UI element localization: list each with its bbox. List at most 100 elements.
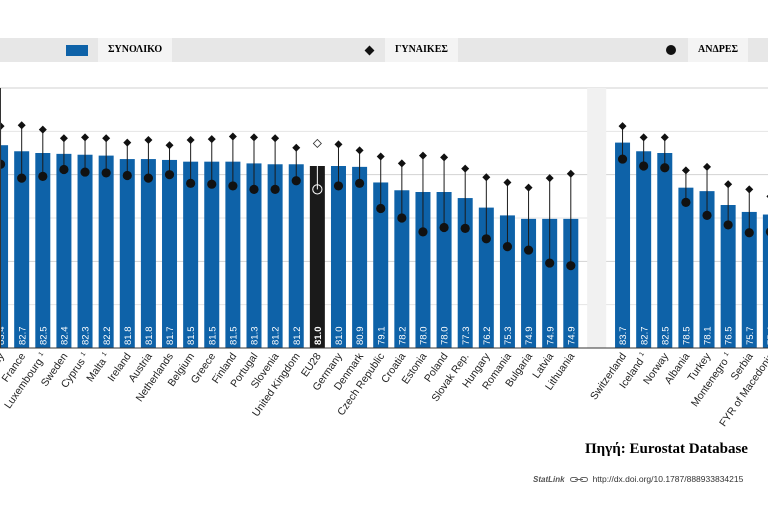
data-label: 81.2 [292, 327, 303, 346]
legend-bar-swatch [66, 44, 88, 56]
bar-total [0, 145, 9, 348]
marker-men [418, 227, 428, 237]
statlink[interactable]: StatLink http://dx.doi.org/10.1787/88893… [533, 474, 743, 484]
marker-men [481, 234, 491, 244]
marker-men [744, 228, 754, 238]
marker-men [397, 213, 407, 223]
marker-men [207, 179, 217, 189]
marker-men [164, 170, 175, 180]
marker-men [376, 203, 386, 214]
data-label: 78.1 [703, 327, 714, 346]
marker-women [376, 152, 385, 161]
data-label: 82.4 [60, 327, 71, 346]
data-label: 82.2 [102, 327, 113, 346]
bar-total [678, 187, 694, 348]
bar-total [352, 166, 368, 348]
marker-men [122, 170, 132, 181]
data-label: 74.9 [524, 327, 535, 346]
marker-women [123, 138, 132, 147]
statlink-icon [569, 476, 588, 482]
data-label: 81.0 [334, 327, 345, 346]
group-separator [587, 88, 607, 348]
legend-men-label: ΑΝΔΡΕΣ [688, 38, 749, 62]
bar-total [246, 163, 262, 348]
marker-women [292, 143, 301, 152]
marker-men [566, 261, 576, 271]
bar-total [14, 151, 30, 348]
marker-women [618, 122, 627, 131]
data-label: 79.1 [376, 327, 387, 346]
bar-total [615, 142, 631, 348]
marker-women [228, 132, 237, 141]
marker-men [355, 178, 365, 188]
statlink-label: StatLink [533, 474, 565, 484]
data-label: 77.3 [461, 327, 472, 346]
marker-men [143, 173, 153, 183]
marker-men [617, 154, 628, 164]
data-label: 81.2 [271, 327, 282, 346]
marker-women [144, 136, 153, 144]
marker-women [38, 125, 47, 134]
category-label: Italy [0, 350, 7, 373]
marker-women [545, 174, 554, 183]
bar-total [373, 182, 389, 348]
marker-women [207, 135, 216, 144]
legend-diamond-marker [364, 45, 375, 55]
bar-total [267, 164, 283, 348]
statlink-url[interactable]: http://dx.doi.org/10.1787/888933834215 [592, 474, 744, 484]
marker-men [545, 258, 555, 268]
bar-total [225, 161, 241, 348]
marker-men [333, 181, 344, 191]
data-label: 82.7 [17, 327, 28, 346]
bar-total [542, 218, 558, 348]
marker-women [271, 134, 280, 143]
marker-women [0, 122, 5, 131]
bar-total [636, 151, 652, 348]
data-label: 76.2 [482, 327, 493, 346]
marker-women [355, 146, 364, 155]
marker-men [249, 184, 259, 194]
marker-women [186, 136, 195, 144]
data-label: 78.2 [397, 327, 408, 346]
bar-total-eu28 [309, 166, 325, 348]
marker-men [639, 161, 649, 171]
marker-women [724, 180, 733, 189]
marker-men [723, 220, 733, 230]
marker-men [38, 171, 48, 181]
data-label: 78.0 [419, 327, 430, 346]
chart-legend: ΣΥΝΟΛΙΚΟ ΓΥΝΑΙΚΕΣ ΑΝΔΡΕΣ [0, 38, 768, 62]
marker-women [503, 178, 512, 187]
data-label: 82.3 [81, 327, 92, 346]
data-label: 81.0 [313, 327, 324, 346]
marker-men [681, 197, 691, 207]
data-label: 82.7 [639, 327, 650, 346]
legend-circle-marker [666, 45, 676, 55]
marker-women [440, 153, 449, 162]
marker-women [59, 134, 68, 143]
marker-women [397, 159, 406, 168]
data-label: 78.5 [682, 327, 693, 346]
marker-women [482, 173, 491, 182]
marker-men [17, 173, 27, 183]
bar-total [35, 153, 51, 348]
bar-total [457, 198, 473, 348]
marker-men [291, 176, 301, 186]
data-label: 83.4 [0, 327, 7, 346]
marker-women [81, 133, 90, 142]
marker-women [312, 138, 322, 149]
marker-men [702, 210, 712, 220]
data-label: 83.7 [618, 327, 629, 346]
data-label: 81.8 [123, 327, 134, 346]
bar-total [330, 166, 346, 348]
marker-men [312, 184, 323, 195]
bar-total [204, 161, 220, 348]
marker-women [102, 134, 111, 143]
life-expectancy-chart: 83.4Italy82.7France82.5Luxembourg182.4Sw… [0, 87, 768, 429]
bar-total [183, 161, 199, 348]
bar-total [478, 207, 494, 348]
marker-women [165, 141, 174, 150]
marker-women [745, 185, 754, 194]
marker-women [250, 133, 258, 142]
legend-item-men: ΑΝΔΡΕΣ [666, 38, 749, 62]
bar-total [657, 153, 673, 348]
